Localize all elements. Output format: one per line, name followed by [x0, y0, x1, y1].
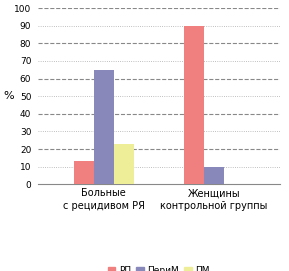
Bar — [94, 70, 114, 184]
Bar — [204, 167, 224, 184]
Y-axis label: %: % — [3, 91, 14, 101]
Bar — [74, 161, 94, 184]
Legend: РП, ПериМ, ПМ: РП, ПериМ, ПМ — [105, 263, 213, 271]
Bar — [114, 144, 134, 184]
Bar — [184, 26, 204, 184]
